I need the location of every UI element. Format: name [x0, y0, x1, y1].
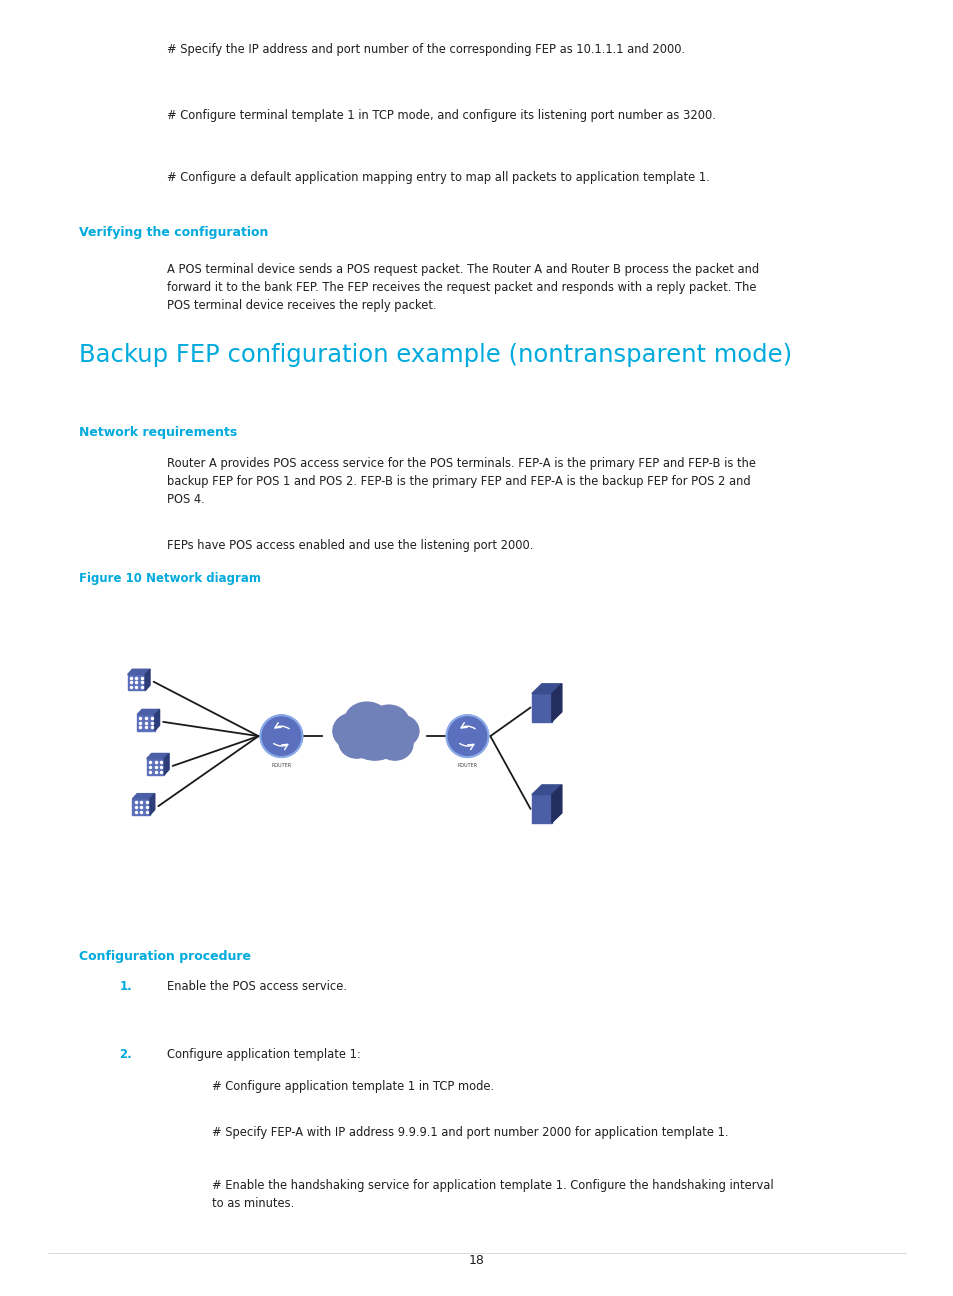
Polygon shape [164, 753, 169, 775]
Polygon shape [147, 758, 164, 775]
Text: # Specify the IP address and port number of the corresponding FEP as 10.1.1.1 an: # Specify the IP address and port number… [167, 43, 684, 56]
Text: Configuration procedure: Configuration procedure [79, 950, 251, 963]
Polygon shape [128, 674, 145, 691]
Polygon shape [532, 693, 551, 722]
Text: # Enable the handshaking service for application template 1. Configure the hands: # Enable the handshaking service for app… [212, 1179, 773, 1210]
Polygon shape [132, 798, 150, 815]
Text: Router A provides POS access service for the POS terminals. FEP-A is the primary: Router A provides POS access service for… [167, 457, 755, 507]
Polygon shape [137, 714, 154, 731]
Text: 1.: 1. [119, 980, 132, 993]
Text: Backup FEP configuration example (nontransparent mode): Backup FEP configuration example (nontra… [79, 343, 792, 368]
Polygon shape [137, 709, 159, 714]
Text: FEPs have POS access enabled and use the listening port 2000.: FEPs have POS access enabled and use the… [167, 539, 533, 552]
Polygon shape [145, 669, 150, 691]
Text: 2.: 2. [119, 1048, 132, 1061]
Ellipse shape [338, 726, 375, 758]
Polygon shape [147, 753, 169, 758]
Ellipse shape [369, 705, 409, 739]
Polygon shape [551, 684, 561, 722]
Text: ROUTER: ROUTER [271, 763, 292, 769]
Ellipse shape [382, 715, 418, 746]
Text: # Configure a default application mapping entry to map all packets to applicatio: # Configure a default application mappin… [167, 171, 709, 184]
Ellipse shape [333, 713, 373, 749]
Polygon shape [128, 669, 150, 674]
Polygon shape [132, 793, 154, 798]
Text: # Configure application template 1 in TCP mode.: # Configure application template 1 in TC… [212, 1080, 494, 1093]
Text: ROUTER: ROUTER [456, 763, 477, 769]
Text: Configure application template 1:: Configure application template 1: [167, 1048, 360, 1061]
Text: 18: 18 [469, 1255, 484, 1267]
Ellipse shape [347, 712, 402, 761]
Text: Verifying the configuration: Verifying the configuration [79, 226, 269, 238]
Polygon shape [532, 684, 561, 693]
Text: # Configure terminal template 1 in TCP mode, and configure its listening port nu: # Configure terminal template 1 in TCP m… [167, 109, 715, 122]
Text: A POS terminal device sends a POS request packet. The Router A and Router B proc: A POS terminal device sends a POS reques… [167, 263, 759, 312]
Text: # Specify FEP-A with IP address 9.9.9.1 and port number 2000 for application tem: # Specify FEP-A with IP address 9.9.9.1 … [212, 1126, 727, 1139]
Ellipse shape [345, 702, 389, 739]
Text: Enable the POS access service.: Enable the POS access service. [167, 980, 347, 993]
Polygon shape [150, 793, 154, 815]
Polygon shape [551, 785, 561, 823]
Circle shape [446, 715, 488, 757]
Ellipse shape [376, 728, 413, 761]
Text: Figure 10 Network diagram: Figure 10 Network diagram [79, 572, 261, 584]
Text: Network requirements: Network requirements [79, 426, 237, 439]
Circle shape [260, 715, 302, 757]
Polygon shape [532, 794, 551, 823]
Polygon shape [532, 785, 561, 794]
Polygon shape [154, 709, 159, 731]
